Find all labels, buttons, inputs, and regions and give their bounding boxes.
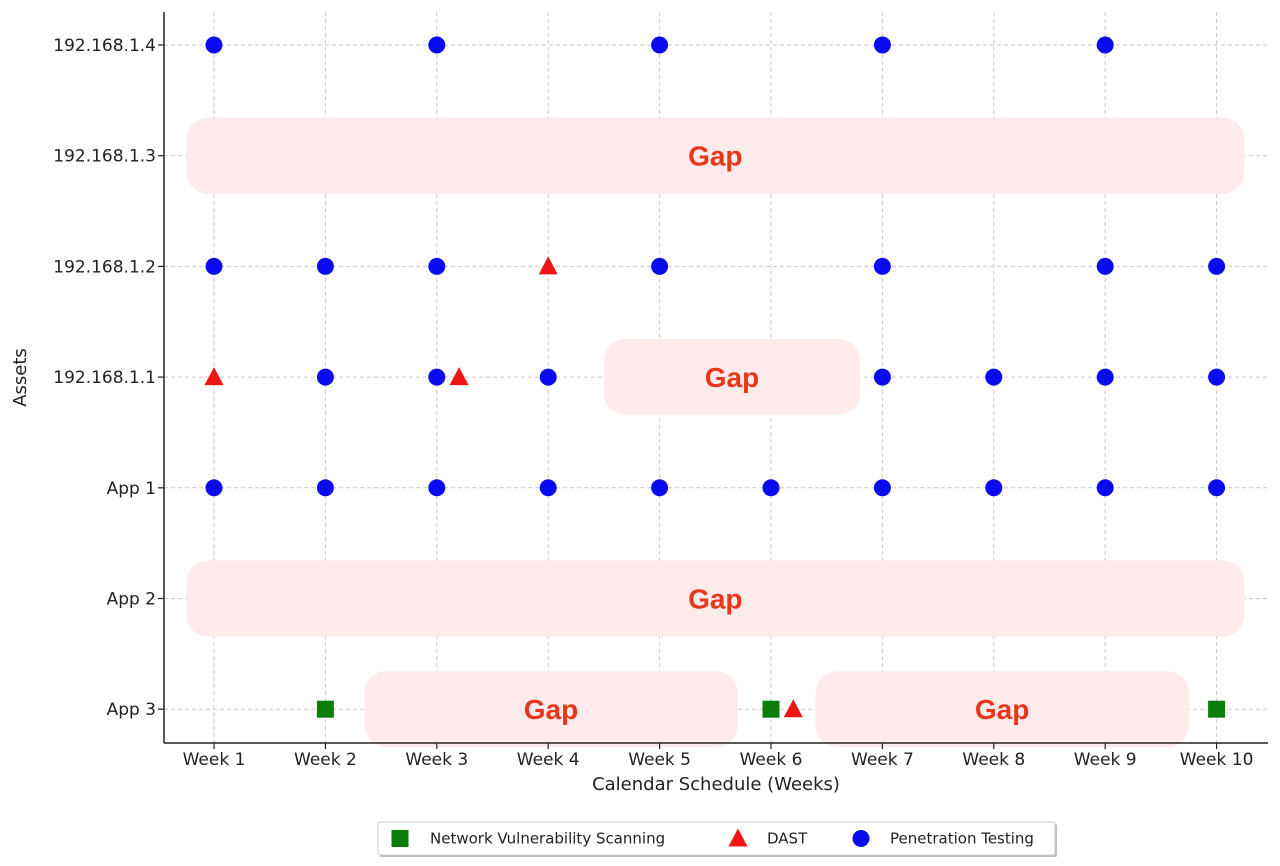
x-tick-label-week-7: Week 7	[851, 750, 914, 770]
point-penetration-testing-16	[873, 368, 891, 386]
gap-label-5: Gap	[975, 694, 1029, 725]
point-penetration-testing-14	[428, 368, 446, 386]
legend-label-penetration-testing: Penetration Testing	[890, 830, 1034, 848]
point-penetration-testing-28	[1096, 479, 1114, 497]
x-tick-label-week-2: Week 2	[294, 750, 357, 770]
point-penetration-testing-23	[539, 479, 557, 497]
legend: Network Vulnerability Scanning DAST Penetr…	[377, 821, 1057, 857]
data-points	[204, 36, 1226, 718]
x-tick-label-week-9: Week 9	[1074, 750, 1137, 770]
tick-labels: Week 1 Week 2 Week 3 Week 4 Week 5 Week 6 Week…	[53, 36, 1253, 770]
x-axis-title: Calendar Schedule (Weeks)	[592, 774, 840, 795]
point-penetration-testing-8	[428, 257, 446, 275]
legend-label-dast: DAST	[767, 830, 808, 848]
point-penetration-testing-20	[205, 479, 223, 497]
gap-label-2: Gap	[705, 362, 759, 393]
legend-marker-penetration-testing	[852, 830, 870, 847]
point-penetration-testing-3	[651, 36, 669, 54]
gap-label-1: Gap	[688, 141, 742, 172]
point-penetration-testing-1	[205, 36, 223, 54]
point-penetration-testing-18	[1096, 368, 1114, 386]
legend-box	[377, 821, 1056, 856]
x-tick-label-week-1: Week 1	[183, 750, 246, 770]
point-dast-1	[204, 367, 224, 386]
y-tick-label-192-168-1-1: 192.168.1.1	[53, 368, 156, 388]
point-penetration-testing-29	[1208, 479, 1226, 497]
point-penetration-testing-11	[1096, 257, 1114, 275]
point-penetration-testing-4	[873, 36, 891, 54]
point-penetration-testing-19	[1208, 368, 1226, 386]
point-penetration-testing-2	[428, 36, 446, 54]
series-dast	[204, 256, 803, 718]
point-penetration-testing-26	[873, 479, 891, 497]
y-tick-label-192-168-1-2: 192.168.1.2	[53, 257, 156, 277]
y-axis-title: Assets	[10, 348, 31, 407]
gap-label-3: Gap	[688, 584, 742, 615]
point-penetration-testing-27	[985, 479, 1003, 497]
gap-band-4	[364, 671, 738, 748]
gap-annotations: Gap Gap Gap Gap Gap	[186, 117, 1245, 748]
point-penetration-testing-5	[1096, 36, 1114, 54]
y-tick-label-192-168-1-3: 192.168.1.3	[53, 147, 156, 167]
point-penetration-testing-24	[651, 479, 669, 497]
x-tick-label-week-8: Week 8	[962, 750, 1025, 770]
point-network-vulnerability-scanning-1	[316, 700, 334, 718]
point-penetration-testing-15	[539, 368, 557, 386]
point-penetration-testing-17	[985, 368, 1003, 386]
legend-label-network-vulnerability-scanning: Network Vulnerability Scanning	[430, 830, 665, 848]
point-dast-3	[538, 256, 558, 275]
y-tick-label-app-3: App 3	[107, 700, 156, 720]
y-tick-label-192-168-1-4: 192.168.1.4	[53, 36, 156, 56]
y-tick-label-app-1: App 1	[107, 479, 156, 499]
axes	[158, 12, 1268, 749]
y-tick-label-app-2: App 2	[107, 590, 156, 610]
point-network-vulnerability-scanning-3	[1208, 700, 1226, 718]
legend-marker-dast	[728, 828, 748, 847]
gap-label-4: Gap	[524, 694, 578, 725]
point-penetration-testing-22	[428, 479, 446, 497]
gap-band-3	[186, 560, 1245, 637]
point-penetration-testing-25	[762, 479, 780, 497]
point-network-vulnerability-scanning-2	[762, 700, 780, 718]
point-penetration-testing-9	[651, 257, 669, 275]
x-tick-label-week-3: Week 3	[405, 750, 468, 770]
series-penetration-testing	[205, 36, 1226, 497]
x-tick-label-week-10: Week 10	[1180, 750, 1254, 770]
series-network-vulnerability-scanning	[316, 700, 1226, 718]
point-penetration-testing-10	[873, 257, 891, 275]
x-tick-label-week-6: Week 6	[740, 750, 803, 770]
legend-marker-network-vulnerability-scanning	[391, 830, 409, 847]
x-tick-label-week-4: Week 4	[517, 750, 580, 770]
gap-band-5	[815, 671, 1189, 748]
point-penetration-testing-21	[316, 479, 334, 497]
point-dast-4	[783, 699, 803, 718]
point-penetration-testing-12	[1208, 257, 1226, 275]
point-penetration-testing-6	[205, 257, 223, 275]
x-tick-label-week-5: Week 5	[628, 750, 691, 770]
gap-band-2	[603, 339, 861, 416]
gap-band-1	[186, 117, 1245, 194]
point-penetration-testing-13	[316, 368, 334, 386]
point-dast-2	[449, 367, 469, 386]
point-penetration-testing-7	[316, 257, 334, 275]
